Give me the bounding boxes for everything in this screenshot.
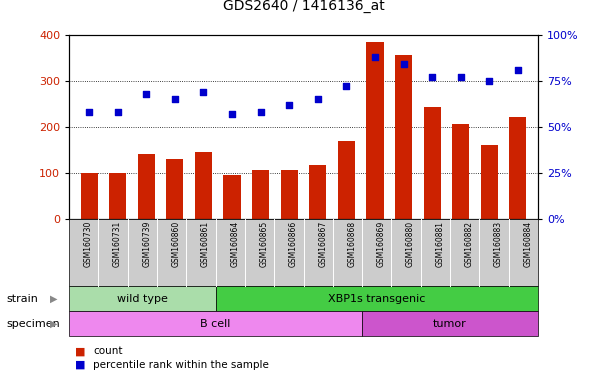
Text: GSM160731: GSM160731 xyxy=(113,221,122,267)
Text: GSM160864: GSM160864 xyxy=(230,221,239,267)
Text: GSM160861: GSM160861 xyxy=(201,221,210,267)
Bar xyxy=(367,42,383,219)
Point xyxy=(313,96,323,102)
Text: strain: strain xyxy=(6,293,38,304)
Text: B cell: B cell xyxy=(200,318,231,329)
Text: GSM160882: GSM160882 xyxy=(465,221,474,267)
Point xyxy=(227,111,237,117)
Point xyxy=(170,96,180,102)
Text: GSM160880: GSM160880 xyxy=(406,221,415,267)
Bar xyxy=(310,164,326,219)
Bar xyxy=(195,152,212,219)
Point xyxy=(256,109,266,115)
Point xyxy=(284,101,294,108)
Text: ▶: ▶ xyxy=(50,318,58,329)
Text: GSM160881: GSM160881 xyxy=(435,221,444,267)
Bar xyxy=(166,159,183,219)
Bar xyxy=(138,154,155,219)
Point xyxy=(370,54,380,60)
Bar xyxy=(252,170,269,219)
Bar xyxy=(452,124,469,219)
Text: GSM160860: GSM160860 xyxy=(172,221,181,267)
Bar xyxy=(338,141,355,219)
Text: GSM160865: GSM160865 xyxy=(260,221,269,267)
Text: ■: ■ xyxy=(75,346,85,356)
Bar xyxy=(424,108,441,219)
Text: GSM160868: GSM160868 xyxy=(347,221,356,267)
Point xyxy=(199,89,209,95)
Point xyxy=(341,83,351,89)
Text: count: count xyxy=(93,346,123,356)
Point xyxy=(427,74,437,80)
Text: GSM160730: GSM160730 xyxy=(84,221,93,267)
Text: XBP1s transgenic: XBP1s transgenic xyxy=(328,293,426,304)
Bar xyxy=(509,117,526,219)
Bar xyxy=(395,55,412,219)
Bar xyxy=(481,145,498,219)
Text: ■: ■ xyxy=(75,360,85,370)
Text: GSM160884: GSM160884 xyxy=(523,221,532,267)
Point xyxy=(456,74,466,80)
Point xyxy=(513,66,523,73)
Bar xyxy=(109,173,126,219)
Text: GDS2640 / 1416136_at: GDS2640 / 1416136_at xyxy=(222,0,385,13)
Text: wild type: wild type xyxy=(117,293,168,304)
Point xyxy=(398,61,408,67)
Text: GSM160866: GSM160866 xyxy=(289,221,298,267)
Text: ▶: ▶ xyxy=(50,293,58,304)
Point xyxy=(484,78,494,84)
Point xyxy=(84,109,94,115)
Point xyxy=(113,109,123,115)
Text: GSM160867: GSM160867 xyxy=(318,221,327,267)
Text: GSM160739: GSM160739 xyxy=(142,221,151,267)
Bar xyxy=(81,173,98,219)
Text: GSM160883: GSM160883 xyxy=(494,221,503,267)
Bar xyxy=(281,170,297,219)
Point xyxy=(141,91,151,97)
Bar xyxy=(224,175,240,219)
Text: GSM160869: GSM160869 xyxy=(377,221,386,267)
Text: tumor: tumor xyxy=(433,318,467,329)
Text: specimen: specimen xyxy=(6,318,59,329)
Text: percentile rank within the sample: percentile rank within the sample xyxy=(93,360,269,370)
